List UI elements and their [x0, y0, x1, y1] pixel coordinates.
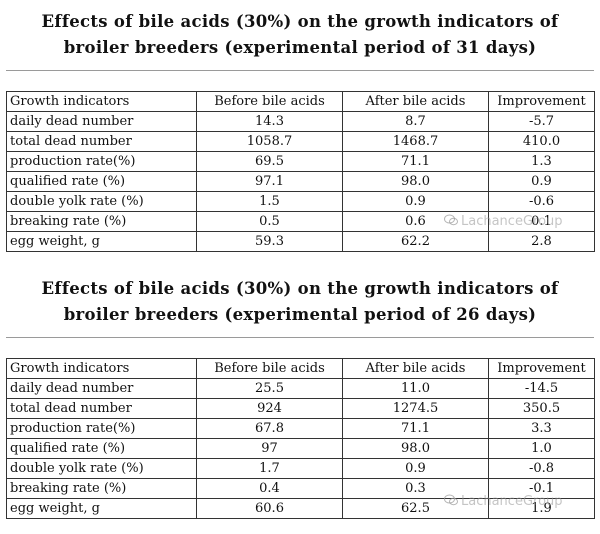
table-cell: -14.5 — [488, 378, 595, 399]
table-row: total dead number 924 1274.5 350.5 — [6, 398, 595, 419]
row-label: double yolk rate (%) — [6, 458, 197, 479]
title-line: Effects of bile acids (30%) on the growt… — [41, 12, 559, 31]
table-cell: 410.0 — [488, 131, 595, 152]
row-label: production rate(%) — [6, 151, 197, 172]
table-row: double yolk rate (%) 1.5 0.9 -0.6 — [6, 191, 595, 212]
table-cell: 0.9 — [488, 171, 595, 192]
row-label: qualified rate (%) — [6, 438, 197, 459]
table-row: daily dead number 14.3 8.7 -5.7 — [6, 111, 595, 132]
row-label: egg weight, g — [6, 231, 197, 252]
table-cell: 67.8 — [196, 418, 343, 439]
table-cell: 3.3 — [488, 418, 595, 439]
table-cell: 97.1 — [196, 171, 343, 192]
table-cell: 1274.5 — [342, 398, 489, 419]
table-cell: 71.1 — [342, 418, 489, 439]
table-cell: 1.3 — [488, 151, 595, 172]
row-label: daily dead number — [6, 111, 197, 132]
table-cell: -5.7 — [488, 111, 595, 132]
column-header: Before bile acids — [196, 358, 343, 379]
table-block-2: Effects of bile acids (30%) on the growt… — [6, 267, 595, 519]
table-row: egg weight, g 59.3 62.2 2.8 — [6, 231, 595, 252]
data-table-2: Growth indicators Before bile acids Afte… — [6, 358, 595, 519]
table-cell: 11.0 — [342, 378, 489, 399]
row-label: total dead number — [6, 131, 197, 152]
row-label: breaking rate (%) — [6, 211, 197, 232]
row-label: production rate(%) — [6, 418, 197, 439]
table-cell: 97 — [196, 438, 343, 459]
table-cell: 0.9 — [342, 191, 489, 212]
table-row: egg weight, g 60.6 62.5 1.9 — [6, 498, 595, 519]
table-cell: -0.8 — [488, 458, 595, 479]
table-cell: -0.1 — [488, 478, 595, 499]
table-cell: 62.2 — [342, 231, 489, 252]
row-label: qualified rate (%) — [6, 171, 197, 192]
table-cell: 0.3 — [342, 478, 489, 499]
column-header: Before bile acids — [196, 91, 343, 112]
table-cell: 0.9 — [342, 458, 489, 479]
table-title-1: Effects of bile acids (30%) on the growt… — [6, 0, 594, 71]
row-label: double yolk rate (%) — [6, 191, 197, 212]
table-cell: 1.9 — [488, 498, 595, 519]
table-row: qualified rate (%) 97 98.0 1.0 — [6, 438, 595, 459]
table-cell: 0.6 — [342, 211, 489, 232]
table-row: breaking rate (%) 0.4 0.3 -0.1 — [6, 478, 595, 499]
table-row: total dead number 1058.7 1468.7 410.0 — [6, 131, 595, 152]
table-cell: 98.0 — [342, 438, 489, 459]
column-header: After bile acids — [342, 358, 489, 379]
table-cell: 59.3 — [196, 231, 343, 252]
table-block-1: Effects of bile acids (30%) on the growt… — [6, 0, 595, 252]
table-cell: 1468.7 — [342, 131, 489, 152]
table-cell: -0.6 — [488, 191, 595, 212]
table-cell: 98.0 — [342, 171, 489, 192]
table-cell: 1.7 — [196, 458, 343, 479]
table-cell: 69.5 — [196, 151, 343, 172]
table-row: daily dead number 25.5 11.0 -14.5 — [6, 378, 595, 399]
table-cell: 0.4 — [196, 478, 343, 499]
table-cell: 25.5 — [196, 378, 343, 399]
table-cell: 350.5 — [488, 398, 595, 419]
column-header: Growth indicators — [6, 358, 197, 379]
table-row: double yolk rate (%) 1.7 0.9 -0.8 — [6, 458, 595, 479]
table-header-row: Growth indicators Before bile acids Afte… — [6, 91, 595, 112]
row-label: total dead number — [6, 398, 197, 419]
table-cell: 0.1 — [488, 211, 595, 232]
table-row: breaking rate (%) 0.5 0.6 0.1 — [6, 211, 595, 232]
table-cell: 1.5 — [196, 191, 343, 212]
table-row: production rate(%) 69.5 71.1 1.3 — [6, 151, 595, 172]
table-cell: 1058.7 — [196, 131, 343, 152]
table-cell: 14.3 — [196, 111, 343, 132]
row-label: egg weight, g — [6, 498, 197, 519]
title-line: Effects of bile acids (30%) on the growt… — [41, 279, 559, 298]
column-header: Improvement — [488, 91, 595, 112]
column-header: Improvement — [488, 358, 595, 379]
table-cell: 924 — [196, 398, 343, 419]
row-label: daily dead number — [6, 378, 197, 399]
table-cell: 62.5 — [342, 498, 489, 519]
row-label: breaking rate (%) — [6, 478, 197, 499]
column-header: Growth indicators — [6, 91, 197, 112]
title-line: broiler breeders (experimental period of… — [63, 38, 537, 57]
table-row: production rate(%) 67.8 71.1 3.3 — [6, 418, 595, 439]
table-row: qualified rate (%) 97.1 98.0 0.9 — [6, 171, 595, 192]
table-cell: 71.1 — [342, 151, 489, 172]
table-cell: 8.7 — [342, 111, 489, 132]
column-header: After bile acids — [342, 91, 489, 112]
table-cell: 60.6 — [196, 498, 343, 519]
table-title-2: Effects of bile acids (30%) on the growt… — [6, 267, 594, 338]
title-line: broiler breeders (experimental period of… — [63, 305, 537, 324]
table-cell: 0.5 — [196, 211, 343, 232]
data-table-1: Growth indicators Before bile acids Afte… — [6, 91, 595, 252]
table-header-row: Growth indicators Before bile acids Afte… — [6, 358, 595, 379]
table-cell: 1.0 — [488, 438, 595, 459]
table-cell: 2.8 — [488, 231, 595, 252]
